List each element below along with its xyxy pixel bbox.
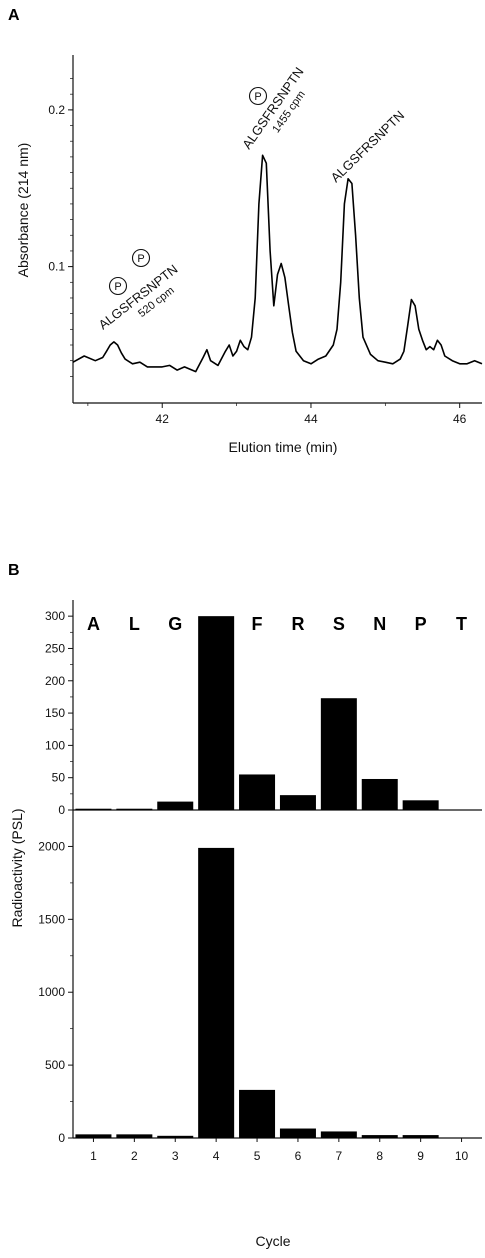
upper-bar: [361, 778, 398, 810]
panel-a-letter: A: [8, 7, 20, 24]
upper-bar: [402, 800, 439, 810]
phospho-mark-label: P: [137, 253, 144, 265]
y-tick-label: 0.2: [48, 103, 65, 117]
lower-bar: [198, 847, 235, 1138]
cycle-tick-label: 3: [172, 1149, 179, 1163]
x-tick-label: 46: [453, 412, 467, 426]
lower-bar: [279, 1128, 316, 1138]
cycle-tick-label: 10: [455, 1149, 469, 1163]
residue-letter: S: [333, 614, 345, 634]
lower-bar: [402, 1135, 439, 1138]
upper-y-tick-label: 50: [52, 771, 66, 785]
panel-b-letter: B: [8, 562, 20, 579]
phospho-circle-icon: [248, 86, 268, 106]
x-tick-label: 42: [156, 412, 170, 426]
radioactivity-panel: ALGSFRSNPT050100150200250300050010001500…: [9, 600, 482, 1249]
lower-bar: [239, 1089, 276, 1138]
x-axis-label: Cycle: [255, 1233, 290, 1249]
residue-letter: P: [415, 614, 427, 634]
residue-letter: A: [87, 614, 100, 634]
lower-y-tick-label: 1500: [38, 912, 65, 926]
peptide-label: ALGSFRSNPTN: [328, 108, 408, 186]
chromatogram-panel: 0.1 0.2 42 44 46 Elution time (min) Absorbance…: [15, 55, 483, 455]
absorbance-trace: [72, 154, 483, 373]
residue-letter: N: [373, 614, 386, 634]
x-axis-label: Elution time (min): [229, 439, 338, 455]
lower-bar: [157, 1135, 194, 1138]
upper-bar: [75, 808, 112, 811]
cycle-tick-label: 8: [376, 1149, 383, 1163]
upper-bar: [116, 808, 153, 811]
residue-letter: T: [456, 614, 467, 634]
cycle-tick-label: 4: [213, 1149, 220, 1163]
x-tick-label: 44: [304, 412, 318, 426]
phospho-circle-icon: [131, 248, 151, 268]
y-axis-label: Absorbance (214 nm): [15, 143, 31, 278]
upper-y-tick-label: 300: [45, 609, 65, 623]
residue-letter: G: [168, 614, 182, 634]
lower-y-tick-label: 0: [58, 1131, 65, 1145]
y-tick-label: 0.1: [48, 260, 65, 274]
cycle-tick-label: 5: [254, 1149, 261, 1163]
upper-y-tick-label: 150: [45, 706, 65, 720]
upper-bar: [157, 801, 194, 810]
lower-y-tick-label: 1000: [38, 985, 65, 999]
lower-bar: [361, 1135, 398, 1138]
y-axis-label: Radioactivity (PSL): [9, 808, 25, 927]
residue-letter: F: [252, 614, 263, 634]
lower-y-tick-label: 500: [45, 1058, 65, 1072]
lower-bar: [116, 1134, 153, 1138]
lower-y-tick-label: 2000: [38, 839, 65, 853]
residue-letter: L: [129, 614, 140, 634]
cycle-tick-label: 6: [295, 1149, 302, 1163]
phospho-circle-icon: [108, 276, 128, 296]
upper-y-tick-label: 0: [58, 803, 65, 817]
cycle-tick-label: 9: [417, 1149, 424, 1163]
upper-y-tick-label: 200: [45, 674, 65, 688]
cycle-tick-label: 7: [336, 1149, 343, 1163]
upper-y-tick-label: 250: [45, 641, 65, 655]
upper-bar: [279, 795, 316, 810]
upper-bar: [198, 616, 235, 810]
cycle-tick-label: 2: [131, 1149, 138, 1163]
phospho-mark-label: P: [114, 281, 121, 293]
cycle-tick-label: 1: [90, 1149, 97, 1163]
phospho-mark-label: P: [254, 91, 261, 103]
upper-y-tick-label: 100: [45, 738, 65, 752]
lower-bar: [75, 1134, 112, 1138]
residue-letter: R: [291, 614, 304, 634]
lower-bar: [320, 1131, 357, 1138]
upper-bar: [239, 774, 276, 810]
peak-annotation-3: ALGSFRSNPTN: [328, 108, 408, 186]
upper-bar: [320, 698, 357, 810]
